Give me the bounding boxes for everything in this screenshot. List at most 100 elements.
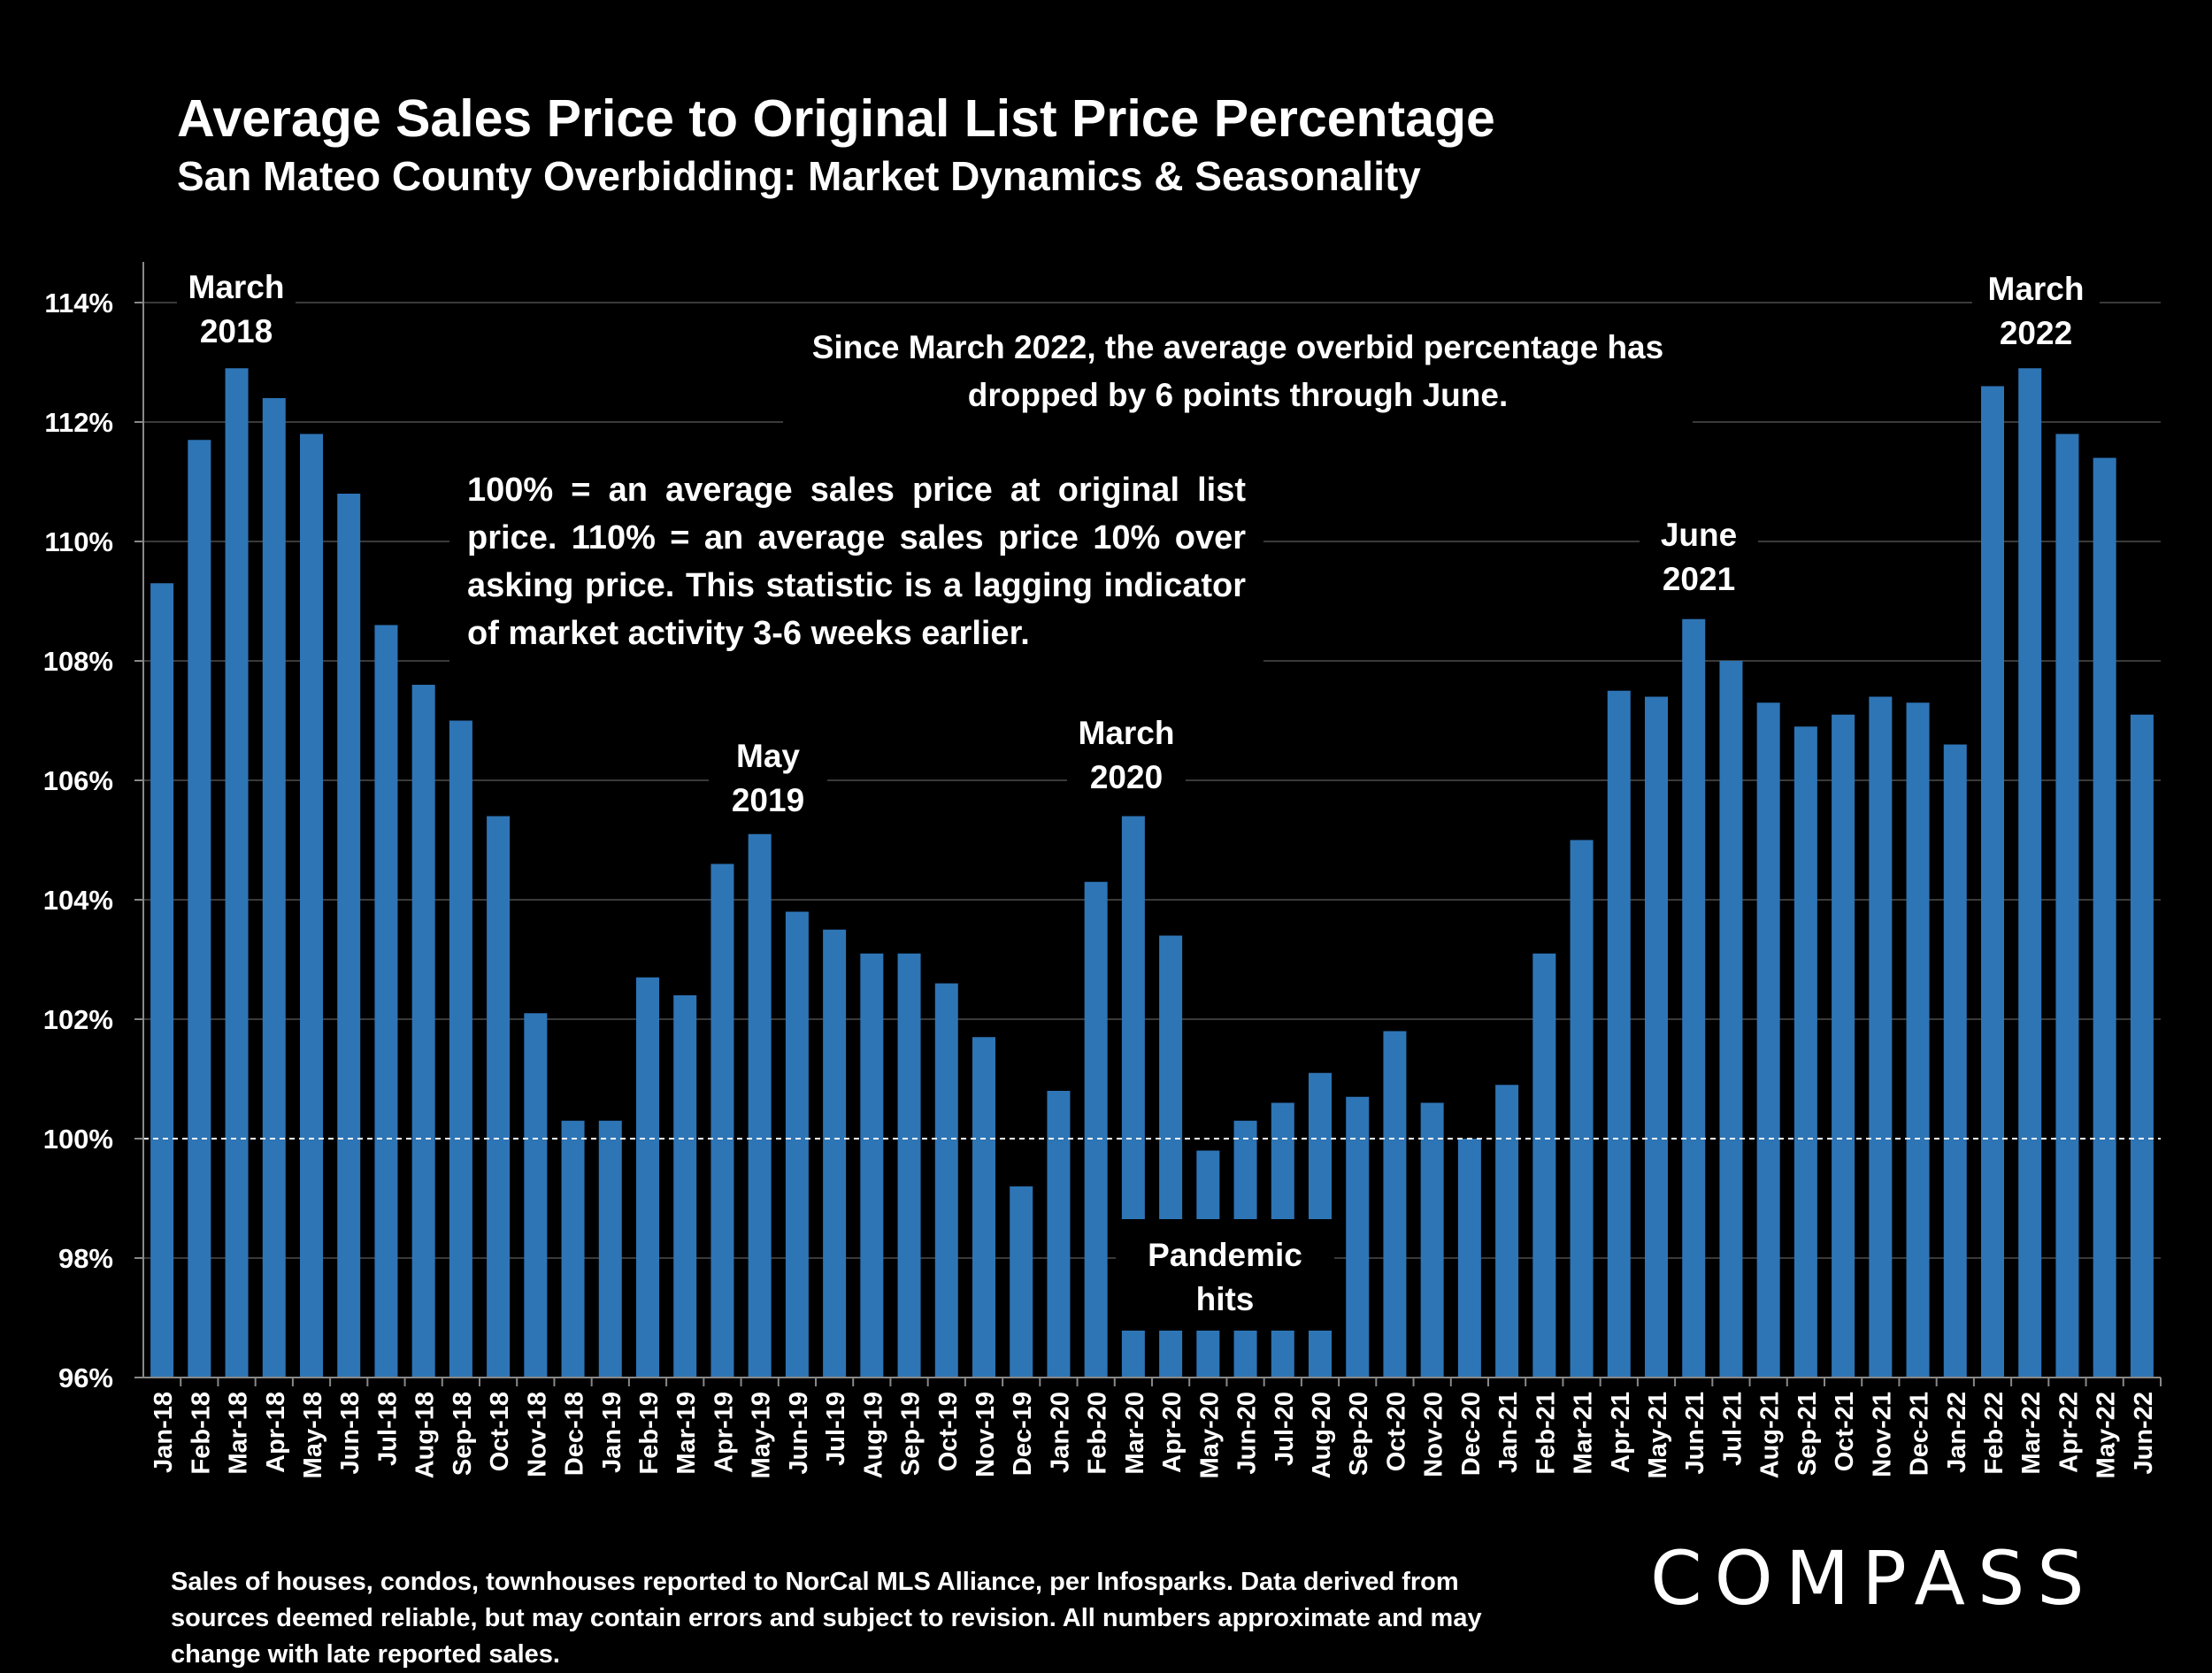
bar (262, 398, 286, 1378)
x-tick-label: Apr-22 (2055, 1392, 2083, 1473)
bar (561, 1120, 585, 1378)
bar (1346, 1096, 1370, 1378)
y-tick-label: 104% (43, 885, 113, 916)
x-tick-label: May-21 (1644, 1392, 1672, 1478)
bar (337, 494, 361, 1378)
bar (673, 995, 697, 1378)
x-tick-label: Aug-21 (1756, 1392, 1785, 1478)
bar (1010, 1186, 1033, 1378)
x-tick-label: Jan-22 (1943, 1392, 1971, 1473)
bar (1607, 690, 1631, 1378)
x-tick-label: Nov-21 (1868, 1392, 1896, 1477)
bar (1383, 1031, 1407, 1378)
y-tick-label: 106% (43, 765, 113, 796)
bar (1682, 618, 1706, 1378)
y-tick-label: 96% (58, 1362, 113, 1393)
bar (636, 977, 659, 1378)
bar (2130, 714, 2154, 1378)
pandemic-note: Pandemic hits (1116, 1219, 1334, 1331)
y-tick-label: 110% (44, 526, 113, 557)
annotation-march-2018: March 2018 (177, 265, 296, 354)
x-tick-label: May-18 (299, 1392, 327, 1478)
x-tick-label: Feb-20 (1084, 1392, 1112, 1474)
x-tick-label: Nov-20 (1420, 1392, 1448, 1477)
x-tick-label: May-22 (2093, 1392, 2121, 1478)
x-tick-label: Sep-19 (897, 1392, 926, 1476)
bar (710, 863, 734, 1378)
x-tick-label: Oct-18 (486, 1392, 514, 1471)
bar (1645, 696, 1668, 1378)
bars (143, 368, 2161, 1378)
bar (2055, 434, 2079, 1378)
chart-title: Average Sales Price to Original List Pri… (177, 89, 1495, 148)
x-tick-label: Apr-19 (710, 1392, 738, 1473)
bar (1906, 702, 1930, 1378)
x-tick-label: Aug-20 (1308, 1392, 1336, 1478)
bar (1793, 726, 1817, 1378)
x-tick-label: Apr-20 (1158, 1392, 1187, 1473)
x-tick-label: Jun-20 (1233, 1392, 1262, 1474)
annotation-march-2020: March 2020 (1067, 711, 1186, 800)
x-tick-label: Oct-21 (1831, 1392, 1859, 1471)
bar (1943, 744, 1967, 1378)
bar (1084, 881, 1108, 1378)
annotation-may-2019: May 2019 (709, 734, 827, 823)
bar (2018, 368, 2042, 1378)
bar (1532, 953, 1556, 1378)
bar (1832, 714, 1855, 1378)
x-tick-labels: Jan-18 Feb-18 Mar-18 Apr-18 May-18 Jun-18 Jul-… (150, 1392, 2158, 1478)
bar (897, 953, 921, 1378)
x-tick-label: Dec-21 (1906, 1392, 1934, 1476)
bar (1981, 386, 2004, 1378)
x-tick-label: Jun-22 (2130, 1392, 2158, 1474)
overbid-note: Since March 2022, the average overbid pe… (783, 320, 1693, 423)
bar (934, 983, 958, 1378)
x-tick-label: Dec-20 (1457, 1392, 1486, 1476)
compass-logo: COMPASS (1650, 1535, 2097, 1622)
y-tick-label: 108% (43, 646, 113, 677)
bar (449, 720, 472, 1378)
bar (1495, 1085, 1519, 1378)
x-tick-label: Feb-18 (187, 1392, 215, 1474)
bar (1570, 840, 1594, 1378)
definition-note: 100% = an average sales price at origina… (449, 461, 1263, 663)
x-tick-label: May-20 (1195, 1392, 1224, 1478)
x-tick-label: Nov-18 (523, 1392, 551, 1477)
x-tick-label: Apr-21 (1607, 1392, 1635, 1473)
x-tick-label: Aug-18 (411, 1392, 440, 1478)
bar (598, 1120, 622, 1378)
x-tick-label: Dec-19 (1009, 1392, 1037, 1476)
x-tick-label: Oct-20 (1382, 1392, 1410, 1471)
x-tick-label: Jun-19 (785, 1392, 813, 1474)
bar (1869, 696, 1893, 1378)
x-tick-label: Jun-18 (336, 1392, 365, 1474)
footer-disclaimer: Sales of houses, condos, townhouses repo… (171, 1568, 1482, 1669)
x-tick-label: Jul-19 (822, 1392, 850, 1466)
bar (1756, 702, 1780, 1378)
x-tick-label: Mar-20 (1121, 1392, 1149, 1475)
x-tick-label: Mar-21 (1570, 1392, 1598, 1475)
x-tick-label: Mar-19 (672, 1392, 701, 1475)
x-tick-label: Oct-19 (934, 1392, 963, 1471)
x-tick-label: Jul-21 (1718, 1392, 1747, 1466)
x-tick-label: Jul-20 (1271, 1392, 1299, 1466)
bar (860, 953, 884, 1378)
x-tick-label: Sep-20 (1345, 1392, 1373, 1476)
bar (2093, 457, 2116, 1378)
y-tick-label: 112% (44, 407, 113, 438)
bar (1457, 1139, 1481, 1378)
bar (150, 583, 174, 1378)
axes (134, 262, 2162, 1386)
bar (1047, 1091, 1071, 1378)
x-tick-label: Jan-20 (1046, 1392, 1074, 1473)
bar (1719, 661, 1743, 1378)
x-tick-label: Jan-21 (1494, 1392, 1523, 1473)
bar (188, 440, 211, 1378)
y-tick-label: 98% (58, 1243, 113, 1274)
y-tick-label: 114% (44, 288, 113, 318)
x-tick-label: Nov-19 (972, 1392, 1000, 1477)
y-tick-label: 102% (43, 1004, 113, 1035)
x-tick-label: Feb-22 (1980, 1392, 2008, 1474)
bar (524, 1013, 548, 1378)
